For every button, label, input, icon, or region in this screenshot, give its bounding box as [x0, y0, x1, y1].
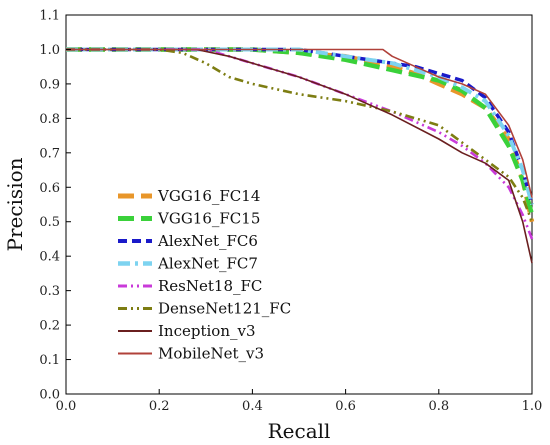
y-tick-label: 0.6 [39, 181, 60, 196]
series-line-alexnet-fc6 [66, 47, 534, 205]
y-tick-label: 0.7 [39, 146, 60, 161]
legend-label: VGG16_FC15 [157, 210, 260, 228]
y-tick-label: 0.4 [39, 250, 60, 265]
y-axis-title: Precision [3, 157, 27, 251]
series-line-inception-v3 [66, 48, 533, 264]
axis-ticks: 0.0 0.2 0.4 0.6 0.8 1.0 0.0 0.1 0.2 0.3 0.4 0.5 0.6 0… [39, 9, 542, 415]
y-tick-label: 0.3 [39, 284, 60, 299]
legend-label: ResNet18_FC [158, 277, 262, 295]
series-line-densenet121-fc [66, 48, 534, 223]
legend-label: Inception_v3 [158, 322, 256, 340]
x-tick-label: 0.6 [335, 399, 356, 414]
y-tick-label: 0.2 [39, 319, 60, 334]
x-tick-label: 0.4 [242, 399, 263, 414]
series-line-alexnet-fc7 [66, 47, 534, 206]
legend: VGG16_FC14 VGG16_FC15 AlexNet_FC6 AlexNet_F… [114, 182, 310, 370]
x-axis-title: Recall [268, 419, 331, 443]
series-layer [66, 47, 535, 264]
x-tick-label: 1.0 [522, 399, 543, 414]
y-tick-label: 0.5 [39, 215, 60, 230]
y-tick-label: 0.8 [39, 112, 60, 127]
y-tick-label: 1.1 [39, 9, 60, 24]
x-tick-label: 0.2 [149, 399, 170, 414]
legend-label: AlexNet_FC6 [157, 232, 258, 250]
legend-label: AlexNet_FC7 [157, 255, 258, 273]
legend-label: MobileNet_v3 [158, 345, 264, 363]
x-tick-label: 0.0 [56, 399, 77, 414]
x-tick-label: 0.8 [428, 399, 449, 414]
y-tick-label: 0.1 [39, 353, 60, 368]
y-tick-label: 0.9 [39, 77, 60, 92]
y-tick-label: 1.0 [39, 43, 60, 58]
y-tick-label: 0.0 [39, 388, 60, 403]
legend-box [114, 182, 310, 370]
series-line-mobilenet-v3 [66, 48, 533, 198]
legend-label: DenseNet121_FC [158, 300, 291, 318]
legend-label: VGG16_FC14 [157, 187, 260, 205]
